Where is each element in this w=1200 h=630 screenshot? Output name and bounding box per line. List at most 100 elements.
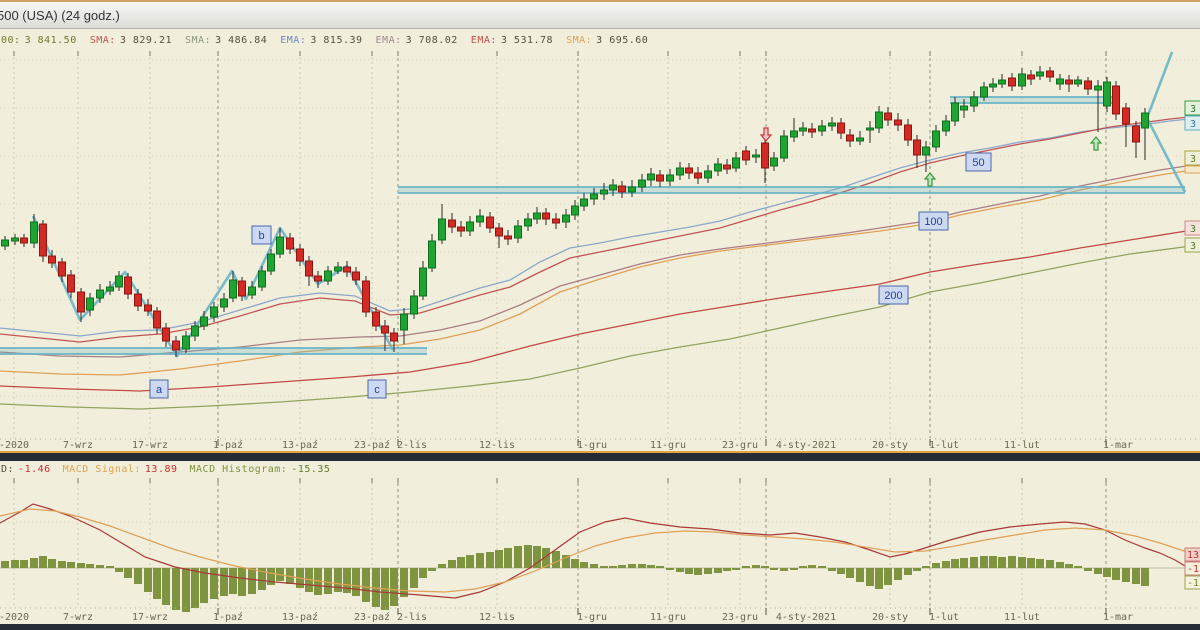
candle-body [486, 216, 494, 229]
candle-body [495, 227, 503, 237]
candle-body [656, 174, 664, 182]
macd-histogram-bar [248, 568, 256, 594]
candle-body [77, 291, 85, 313]
macd-histogram-bar [656, 566, 664, 568]
candle-body [352, 271, 360, 281]
macd-histogram-bar [704, 568, 712, 574]
candle-body [647, 173, 655, 181]
price-chart-canvas[interactable]: a b c 50 100 200 -2020 7-wrz 17-wrz 1-paź 13-paź 23… [0, 50, 1200, 453]
macd-legend-label: MACD Signal: [62, 463, 141, 475]
candle-body [1046, 70, 1054, 78]
macd-histogram-bar [542, 548, 550, 568]
candle-body [780, 135, 788, 159]
macd-histogram-bar [922, 566, 930, 568]
candle-body [942, 120, 950, 132]
trendline-band[interactable] [398, 187, 1185, 193]
candle-body [818, 125, 826, 132]
sell-arrow-icon[interactable] [759, 127, 773, 142]
candle-body [571, 205, 579, 216]
ma-line-EMA200[interactable] [0, 228, 1200, 392]
candle-body [752, 154, 760, 158]
macd-histogram-bar [486, 552, 494, 568]
x-axis-label: 1-lut [929, 612, 959, 623]
candle-body [238, 280, 246, 297]
trendline-band[interactable] [0, 348, 427, 354]
indicator-legend-item-3: EMA: 3 815.39 [280, 35, 362, 46]
indicator-legend-value: 3 829.21 [119, 34, 172, 46]
macd-histogram-bar [115, 568, 123, 572]
macd-axis-label-text: 13 [1187, 550, 1199, 561]
annotation-tag-a[interactable] [149, 379, 169, 399]
buy-arrow-icon[interactable] [923, 172, 937, 187]
indicator-legend-label: SMA: [566, 34, 593, 46]
candle-body [970, 96, 978, 107]
candle-body [904, 124, 912, 141]
annotation-tag-c[interactable] [367, 379, 387, 399]
candle-body [153, 310, 161, 329]
macd-histogram-bar [362, 568, 370, 602]
macd-histogram-bar [904, 568, 912, 575]
annotation-tag-b[interactable] [251, 225, 272, 245]
macd-histogram-bar [618, 565, 626, 568]
candle-body [1, 239, 9, 247]
candle-body [96, 289, 104, 299]
price-axis-label [1184, 115, 1200, 131]
annotation-tag-50[interactable] [965, 152, 992, 172]
ma-line-EMA50[interactable] [0, 117, 1200, 337]
candle-body [960, 105, 968, 111]
annotation-tag-200[interactable] [878, 285, 909, 305]
candle-body [314, 275, 322, 282]
macd-histogram-bar [200, 568, 208, 603]
macd-histogram-bar [837, 568, 845, 574]
macd-histogram-bar [571, 559, 579, 568]
x-axis-label: 11-gru [650, 612, 686, 623]
candle-body [286, 237, 294, 250]
buy-arrow-icon[interactable] [1089, 136, 1103, 151]
macd-histogram-bar [580, 562, 588, 568]
candle-body [609, 184, 617, 191]
indicator-legend-label: EMA: [375, 34, 402, 46]
panel-divider-dark[interactable] [0, 453, 1200, 461]
macd-histogram-bar [808, 565, 816, 568]
x-axis-label: 13-paź [282, 611, 318, 623]
candle-body [124, 276, 132, 295]
candle-body [419, 267, 427, 297]
annotation-tag-text: 200 [884, 290, 902, 302]
macd-histogram-bar [628, 564, 636, 568]
macd-chart-canvas[interactable]: -2020 7-wrz 17-wrz 1-paź 13-paź 23-paź 2-lis 12… [0, 477, 1200, 626]
candle-body [182, 335, 190, 350]
macd-histogram-bar [343, 568, 351, 593]
candle-body [1112, 85, 1120, 115]
candle-body [134, 293, 142, 307]
macd-histogram-bar [828, 568, 836, 571]
ma-line-SMA100[interactable] [0, 168, 1200, 376]
candle-body [1056, 78, 1064, 85]
candle-body [837, 122, 845, 134]
macd-histogram-bar [1112, 568, 1120, 580]
ma-line-SMA50[interactable] [0, 115, 1200, 343]
trendline-band[interactable] [950, 97, 1120, 103]
macd-histogram-bar [723, 568, 731, 571]
instrument-title: 500 (USA) (24 godz.) [0, 7, 120, 23]
macd-legend-label: D: [1, 463, 15, 475]
ma-line-SMA200[interactable] [0, 244, 1200, 410]
macd-histogram-bar [524, 545, 532, 568]
annotation-tag-100[interactable] [918, 211, 949, 231]
x-axis-label: 23-paź [354, 611, 390, 623]
macd-histogram-bar [124, 568, 132, 578]
macd-histogram-bar [1103, 568, 1111, 577]
x-axis-label: 2-lis [397, 612, 427, 623]
macd-histogram-bar [770, 568, 778, 570]
ma-line-EMA100[interactable] [0, 163, 1200, 358]
candle-body [296, 248, 304, 262]
macd-histogram-bar [162, 568, 170, 605]
macd-histogram-bar [210, 568, 218, 599]
candle-body [524, 218, 532, 227]
indicator-legend-item-0: 00: 3 841.50 [1, 35, 77, 46]
macd-histogram-bar [998, 557, 1006, 568]
macd-histogram-bar [685, 568, 693, 574]
price-axis-label [1184, 100, 1200, 116]
macd-histogram-bar [1018, 557, 1026, 568]
bottom-bar[interactable] [0, 624, 1200, 630]
candle-body [799, 127, 807, 132]
